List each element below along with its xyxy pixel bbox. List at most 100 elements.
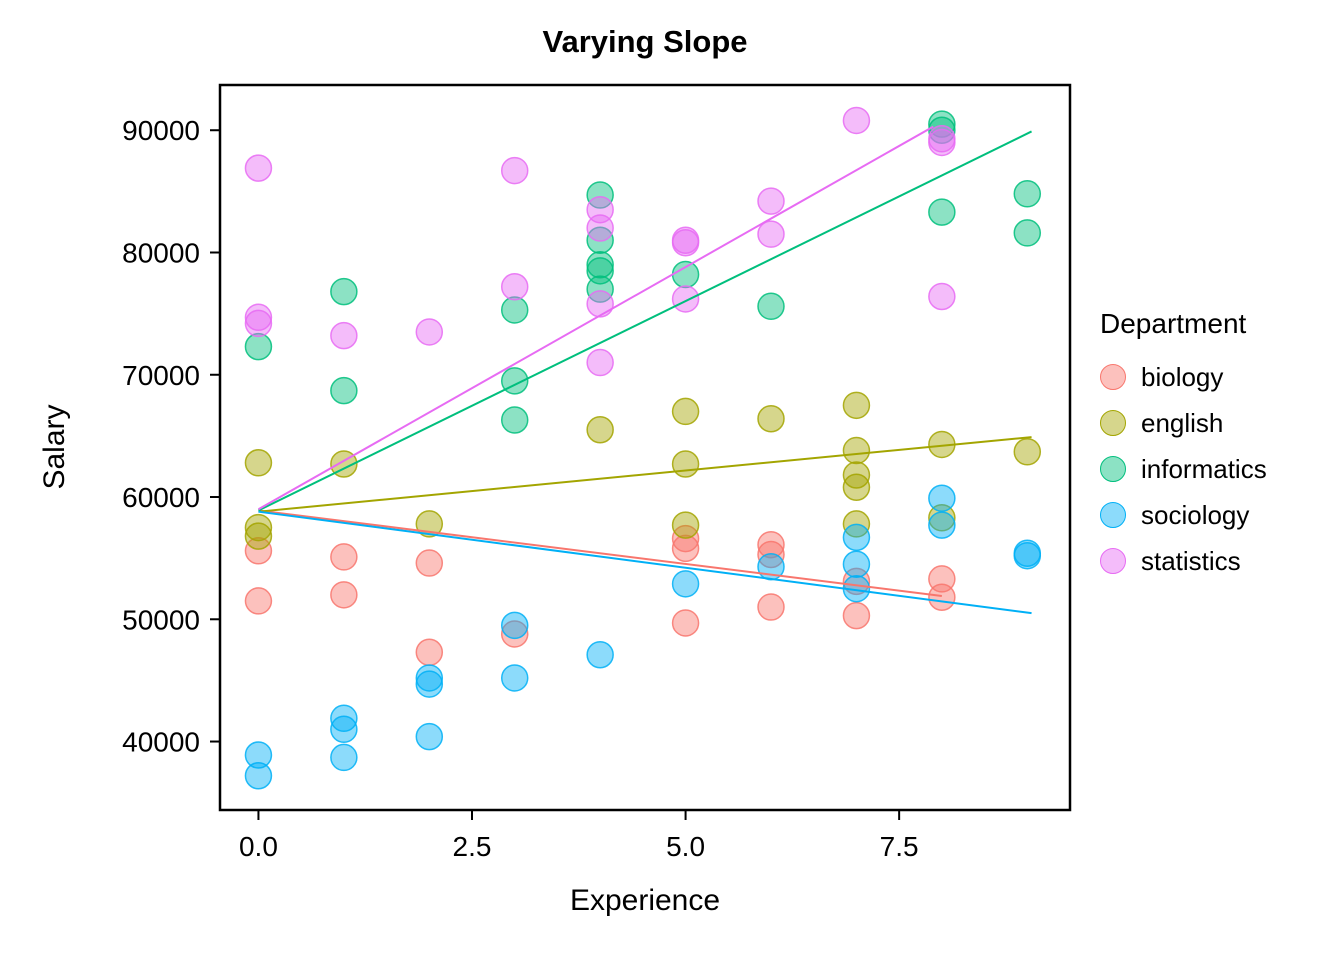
data-point-statistics (842, 106, 871, 135)
data-point-informatics (500, 296, 529, 324)
data-point-statistics (586, 290, 614, 318)
fit-line-sociology (258, 510, 1032, 615)
data-point-informatics (586, 226, 614, 255)
legend-item-label: informatics (1141, 453, 1267, 484)
x-axis-label: Experience (569, 884, 721, 917)
data-point-informatics (928, 198, 956, 226)
data-point-statistics (500, 156, 529, 185)
data-point-biology (757, 530, 785, 559)
legend: Department biology english informatics soci… (1100, 308, 1267, 584)
y-tick-label: 50000 (122, 604, 200, 635)
data-point-statistics (244, 154, 273, 182)
legend-item-english: english (1100, 400, 1267, 446)
data-point-biology (671, 534, 700, 563)
data-point-informatics (586, 250, 614, 279)
data-point-english (842, 473, 871, 501)
data-point-biology (330, 543, 358, 571)
data-point-statistics (928, 282, 956, 311)
data-point-statistics (415, 318, 444, 346)
data-point-english (928, 504, 956, 532)
data-point-english (244, 513, 273, 542)
data-point-sociology (671, 570, 700, 598)
fit-line-informatics (258, 130, 1032, 512)
legend-item-biology: biology (1100, 354, 1267, 400)
data-point-sociology (500, 611, 529, 640)
legend-item-label: sociology (1141, 499, 1250, 530)
data-point-biology (671, 609, 700, 637)
legend-key-circle (1100, 456, 1126, 482)
fit-line-english (258, 436, 1032, 513)
fit-line-statistics (257, 125, 934, 511)
data-point-informatics (500, 406, 529, 434)
data-point-english (671, 511, 700, 539)
data-point-informatics (586, 257, 614, 285)
y-tick-label: 80000 (122, 237, 200, 268)
data-point-biology (244, 537, 273, 565)
data-point-sociology (842, 523, 871, 552)
data-point-biology (330, 581, 358, 609)
data-point-sociology (415, 670, 444, 698)
data-point-english (1013, 438, 1042, 466)
data-point-informatics (757, 292, 785, 321)
data-point-sociology (586, 640, 614, 669)
legend-item-informatics: informatics (1100, 446, 1267, 492)
data-point-statistics (928, 125, 956, 153)
data-point-sociology (928, 484, 956, 512)
data-point-informatics (330, 277, 358, 306)
y-tick-label: 70000 (122, 360, 200, 391)
data-point-informatics (244, 332, 273, 361)
y-tick-label: 90000 (122, 115, 200, 146)
data-point-biology (415, 549, 444, 577)
data-point-english (244, 449, 273, 477)
legend-key-circle (1100, 548, 1126, 574)
data-point-biology (415, 638, 444, 667)
data-point-statistics (586, 348, 614, 377)
data-point-sociology (330, 743, 358, 772)
data-point-english (671, 397, 700, 426)
data-point-sociology (842, 550, 871, 579)
data-point-english (757, 405, 785, 433)
y-tick-label: 40000 (122, 727, 200, 758)
x-tick-label: 2.5 (453, 831, 492, 862)
panel-border (218, 83, 1072, 812)
x-tick-label: 7.5 (880, 831, 919, 862)
data-point-sociology (415, 664, 444, 692)
data-point-informatics (1013, 180, 1042, 208)
legend-key-circle (1100, 502, 1126, 528)
legend-item-label: statistics (1141, 545, 1241, 576)
data-point-statistics (757, 187, 785, 215)
legend-key-circle (1100, 410, 1126, 436)
data-point-statistics (671, 226, 700, 255)
y-axis-label: Salary (38, 404, 71, 490)
data-point-english (586, 416, 614, 444)
data-point-informatics (330, 376, 358, 405)
data-point-english (842, 436, 871, 465)
data-point-biology (842, 601, 871, 630)
fit-line-biology (258, 509, 942, 598)
data-point-english (842, 391, 871, 420)
data-point-biology (757, 593, 785, 621)
chart-title: Varying Slope (542, 24, 748, 59)
data-point-informatics (671, 260, 700, 289)
data-point-biology (757, 540, 785, 569)
data-point-statistics (244, 303, 273, 332)
data-point-english (244, 522, 273, 550)
legend-item-label: biology (1141, 361, 1224, 392)
data-point-statistics (671, 285, 700, 313)
legend-title: Department (1100, 308, 1247, 339)
data-point-sociology (415, 722, 444, 751)
data-point-english (842, 461, 871, 489)
x-tick-label: 5.0 (666, 831, 705, 862)
legend-item-statistics: statistics (1100, 538, 1267, 584)
data-point-biology (244, 587, 273, 615)
legend-item-sociology: sociology (1100, 492, 1267, 538)
data-point-statistics (586, 195, 614, 224)
data-point-statistics (500, 272, 529, 301)
legend-items: biology english informatics sociology statis… (1100, 354, 1267, 584)
x-tick-label: 0.0 (239, 831, 278, 862)
data-point-statistics (244, 309, 273, 338)
data-point-sociology (1013, 539, 1042, 568)
y-tick-label: 60000 (122, 482, 200, 513)
